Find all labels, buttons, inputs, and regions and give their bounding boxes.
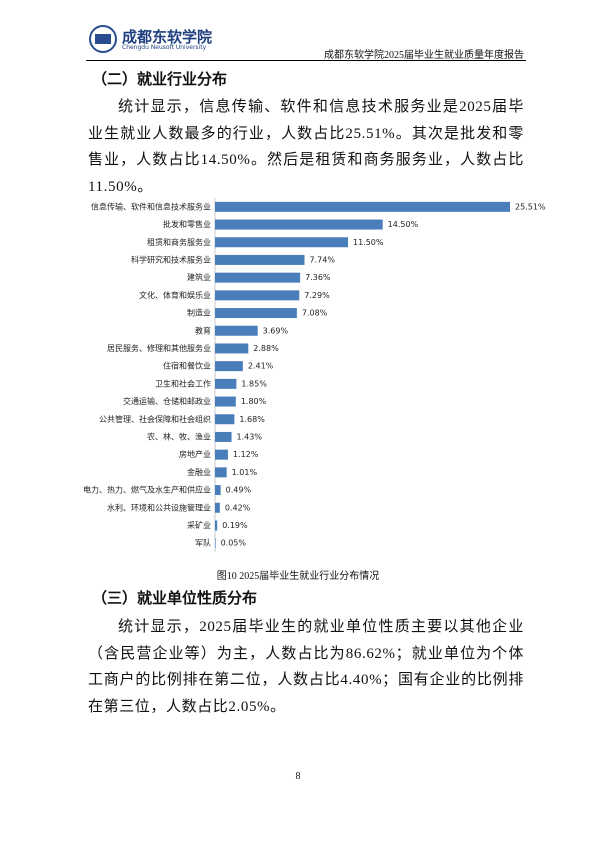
bar — [215, 414, 235, 425]
category-label: 卫生和社会工作 — [155, 378, 211, 388]
value-label: 7.36% — [305, 273, 331, 282]
bar — [215, 378, 237, 389]
category-label: 教育 — [195, 325, 211, 335]
value-label: 2.88% — [253, 344, 279, 353]
value-label: 1.68% — [239, 415, 265, 424]
category-label: 交通运输、仓储和邮政业 — [123, 396, 211, 406]
paragraph: 统计显示，信息传输、软件和信息技术服务业是2025届毕业生就业人数最多的行业，人… — [88, 99, 524, 195]
chart: 信息传输、软件和信息技术服务业 25.51% 批发和零售业 14.50% 租赁和商务服务… — [83, 198, 546, 552]
bar — [215, 272, 301, 283]
value-label: 7.74% — [310, 255, 336, 264]
value-label: 2.41% — [248, 362, 274, 371]
bar — [215, 308, 297, 319]
logo-emblem — [89, 25, 117, 53]
bar — [215, 520, 218, 531]
value-label: 1.85% — [241, 379, 267, 388]
value-label: 1.01% — [232, 468, 258, 477]
page-number: 8 — [295, 771, 301, 782]
bar — [215, 396, 236, 407]
value-label: 3.69% — [263, 326, 289, 335]
section-heading: （二）就业行业分布 — [92, 70, 228, 88]
bar — [215, 343, 249, 354]
value-label: 0.05% — [221, 539, 247, 548]
logo-subtitle: Chengdu Neusoft University — [122, 44, 207, 51]
bar — [215, 449, 228, 460]
value-label: 1.12% — [233, 450, 259, 459]
paragraph: 统计显示，2025届毕业生的就业单位性质主要以其他企业（含民营企业等）为主，人数… — [88, 619, 524, 715]
category-label: 租赁和商务服务业 — [147, 237, 211, 247]
category-label: 金融业 — [187, 467, 211, 477]
value-label: 1.80% — [241, 397, 267, 406]
category-label: 公共管理、社会保障和社会组织 — [99, 414, 211, 424]
category-label: 农、林、牧、渔业 — [147, 431, 211, 441]
value-label: 0.19% — [222, 521, 248, 530]
value-label: 7.29% — [304, 291, 330, 300]
value-label: 0.42% — [225, 503, 251, 512]
category-label: 居民服务、修理和其他服务业 — [107, 343, 211, 353]
value-label: 0.49% — [226, 486, 252, 495]
section-heading: （三）就业单位性质分布 — [92, 589, 258, 607]
bar — [215, 538, 216, 549]
bar — [215, 237, 348, 248]
category-label: 制造业 — [187, 308, 211, 318]
figure-caption: 图10 2025届毕业生就业行业分布情况 — [216, 571, 380, 582]
logo-name: 成都东软学院 — [122, 28, 213, 46]
category-label: 批发和零售业 — [163, 219, 211, 229]
bar — [215, 325, 258, 336]
category-label: 房地产业 — [179, 449, 211, 459]
bar — [215, 431, 232, 442]
value-label: 14.50% — [388, 220, 419, 229]
header-rule — [86, 60, 526, 61]
category-label: 住宿和餐饮业 — [163, 361, 211, 371]
value-label: 25.51% — [515, 202, 546, 211]
bar — [215, 201, 510, 212]
bar — [215, 502, 220, 513]
report-title: 成都东软学院2025届毕业生就业质量年度报告 — [324, 50, 524, 61]
category-label: 信息传输、软件和信息技术服务业 — [91, 201, 211, 211]
category-label: 文化、体育和娱乐业 — [139, 290, 211, 300]
bar — [215, 361, 243, 372]
bar — [215, 219, 383, 230]
value-label: 11.50% — [353, 238, 384, 247]
category-label: 建筑业 — [187, 272, 211, 282]
bar — [215, 254, 305, 265]
bar — [215, 485, 221, 496]
category-label: 军队 — [195, 538, 211, 548]
category-label: 电力、热力、燃气及水生产和供应业 — [83, 485, 211, 495]
category-label: 科学研究和技术服务业 — [131, 254, 211, 264]
bar — [215, 467, 227, 478]
value-label: 7.08% — [302, 309, 328, 318]
category-label: 采矿业 — [187, 520, 211, 530]
value-label: 1.43% — [237, 432, 263, 441]
category-label: 水利、环境和公共设施管理业 — [107, 502, 211, 512]
bar — [215, 290, 300, 301]
